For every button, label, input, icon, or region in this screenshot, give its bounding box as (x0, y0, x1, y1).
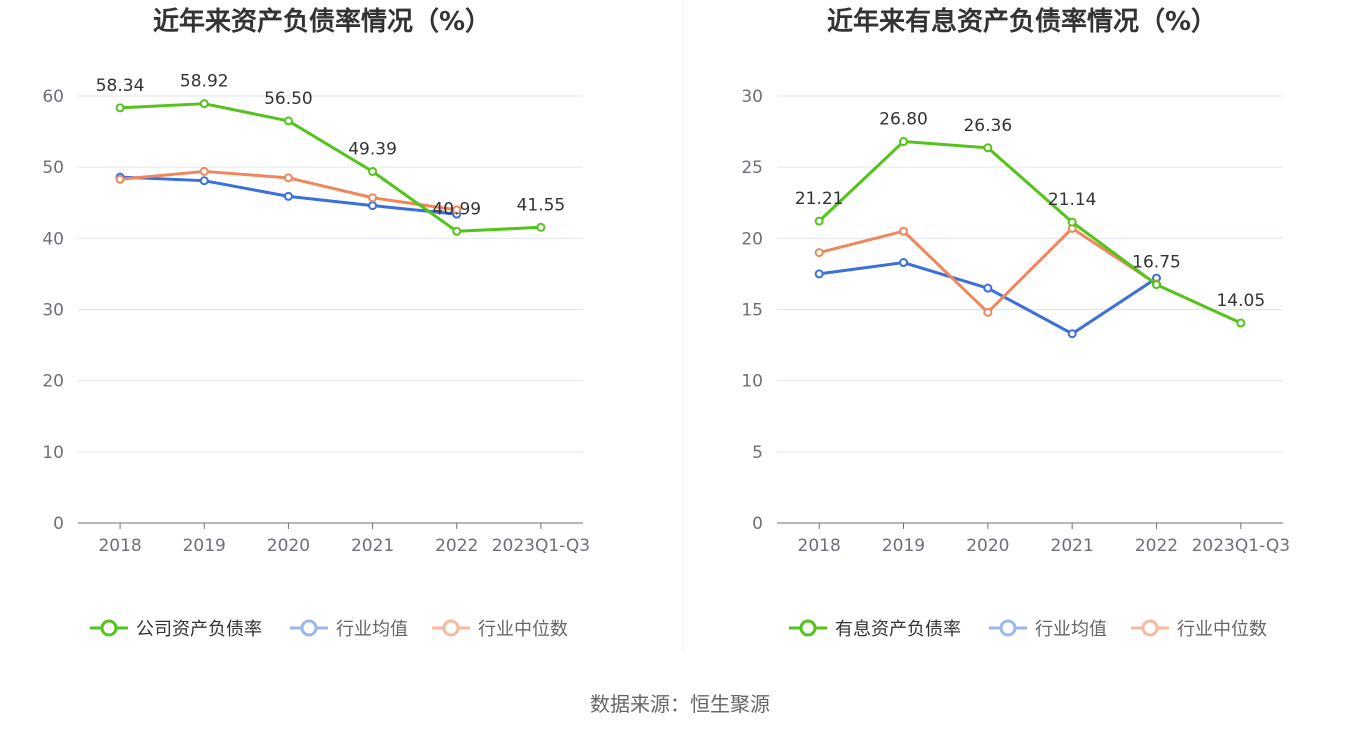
legend-marker (999, 619, 1017, 637)
data-point (1067, 217, 1077, 227)
x-tick-label: 2021 (351, 536, 394, 556)
data-point (983, 283, 993, 293)
legend-label: 行业中位数 (478, 619, 568, 640)
legend-marker (300, 619, 318, 637)
data-point (983, 307, 993, 317)
x-tick-label: 2022 (1135, 536, 1178, 556)
data-point (368, 193, 378, 203)
data-point (199, 99, 209, 109)
y-tick-label: 50 (42, 158, 64, 178)
data-label: 14.05 (1216, 291, 1265, 311)
data-point (368, 167, 378, 177)
x-tick-label: 2023Q1-Q3 (492, 536, 590, 556)
legend-marker (100, 619, 118, 637)
data-point (199, 166, 209, 176)
data-point (115, 103, 125, 113)
x-tick-label: 2018 (798, 536, 841, 556)
legend-marker (799, 619, 817, 637)
data-point (1236, 318, 1246, 328)
data-point (899, 258, 908, 268)
legend-item-2: 行业均值 (290, 619, 408, 640)
chart-1: 近年来资产负债率情况（%） 0 10 20 30 40 50 60 2018 2019 2020 20… (42, 6, 590, 640)
x-tick-label: 2023Q1-Q3 (1192, 536, 1290, 556)
y-tick-label: 25 (741, 158, 763, 178)
y-tick-label: 15 (741, 301, 763, 321)
y-tick-label: 0 (752, 514, 763, 534)
legend-label: 公司资产负债率 (136, 619, 262, 640)
legend-item-1: 有息资产负债率 (789, 619, 961, 640)
y-tick-label: 30 (741, 87, 763, 107)
data-point (983, 143, 993, 153)
data-point (452, 226, 462, 236)
chart-title: 近年来有息资产负债率情况（%） (827, 6, 1217, 37)
data-point (115, 174, 125, 184)
y-tick-label: 60 (42, 87, 64, 107)
y-tick-label: 20 (42, 372, 64, 392)
series-line-2 (818, 261, 1158, 336)
x-tick-label: 2020 (267, 536, 310, 556)
source-note: 数据来源：恒生聚源 (590, 692, 770, 716)
series-line-3 (818, 226, 1158, 314)
data-point (1152, 280, 1161, 290)
data-label: 40.99 (432, 199, 481, 219)
x-tick-label: 2021 (1051, 536, 1094, 556)
series-line-1 (818, 140, 1242, 325)
legend-label: 行业中位数 (1177, 619, 1267, 640)
chart-2: 近年来有息资产负债率情况（%） 0 5 10 15 20 25 30 2018 2019 2020 2… (741, 6, 1290, 640)
x-tick-label: 2019 (882, 536, 925, 556)
data-point (199, 176, 209, 186)
x-tick-label: 2020 (966, 536, 1009, 556)
data-point (814, 248, 824, 258)
data-point (1067, 329, 1077, 339)
data-point (899, 137, 908, 147)
data-label: 26.36 (963, 116, 1012, 136)
legend-item-1: 公司资产负债率 (90, 619, 262, 640)
data-point (283, 173, 293, 183)
y-tick-label: 30 (42, 301, 64, 321)
legend-label: 有息资产负债率 (835, 619, 961, 640)
y-tick-label: 0 (53, 514, 64, 534)
y-tick-label: 20 (741, 229, 763, 249)
data-label: 26.80 (879, 110, 928, 130)
data-label: 56.50 (264, 89, 313, 109)
x-tick-label: 2018 (98, 536, 141, 556)
data-point (814, 216, 824, 226)
legend-item-2: 行业均值 (989, 619, 1107, 640)
legend-marker (442, 619, 460, 637)
data-point (452, 205, 462, 215)
data-label: 21.14 (1048, 190, 1097, 210)
legend-item-3: 行业中位数 (1131, 619, 1267, 640)
chart-title: 近年来资产负债率情况（%） (153, 6, 491, 37)
legend-label: 行业均值 (336, 619, 408, 640)
data-point (536, 222, 546, 232)
data-point (368, 201, 378, 211)
data-label: 41.55 (517, 195, 566, 215)
x-tick-label: 2022 (435, 536, 478, 556)
data-label: 16.75 (1132, 253, 1181, 273)
series-line-1 (120, 102, 541, 233)
x-tick-label: 2019 (183, 536, 226, 556)
y-tick-label: 5 (752, 443, 763, 463)
data-label: 58.34 (96, 76, 145, 96)
data-point (283, 116, 293, 126)
data-label: 21.21 (795, 189, 844, 209)
legend-marker (1141, 619, 1159, 637)
data-label: 58.92 (180, 72, 229, 92)
data-label: 49.39 (348, 140, 397, 160)
legend-item-3: 行业中位数 (432, 619, 568, 640)
y-tick-label: 10 (741, 372, 763, 392)
data-point (899, 226, 908, 236)
y-tick-label: 40 (42, 229, 64, 249)
y-tick-label: 10 (42, 443, 64, 463)
data-point (283, 191, 293, 201)
legend-label: 行业均值 (1035, 619, 1107, 640)
data-point (814, 269, 824, 279)
